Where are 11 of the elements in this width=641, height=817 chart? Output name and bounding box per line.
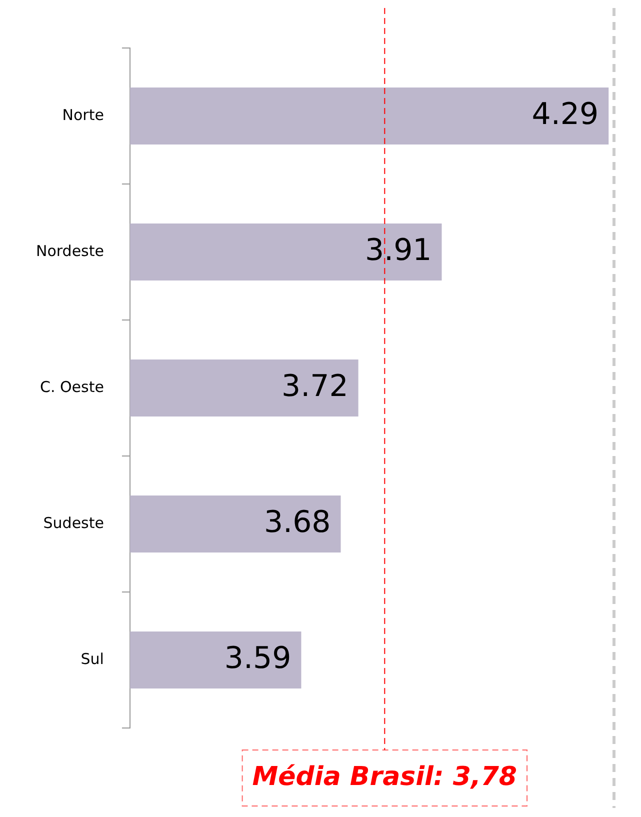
y-tick-label: Sudeste [43,514,104,532]
y-tick-label: Sul [80,650,104,668]
y-tick-label: C. Oeste [40,378,104,396]
y-tick-label: Norte [62,106,104,124]
data-label: 3.72 [282,368,348,404]
data-label: 3.68 [264,504,331,540]
data-label: 3.91 [364,232,432,268]
data-label: 4.29 [532,96,599,132]
data-label: 3.59 [224,640,292,676]
y-tick-label: Nordeste [36,242,104,260]
ref-line-label: Média Brasil: 3,78 [252,762,518,792]
